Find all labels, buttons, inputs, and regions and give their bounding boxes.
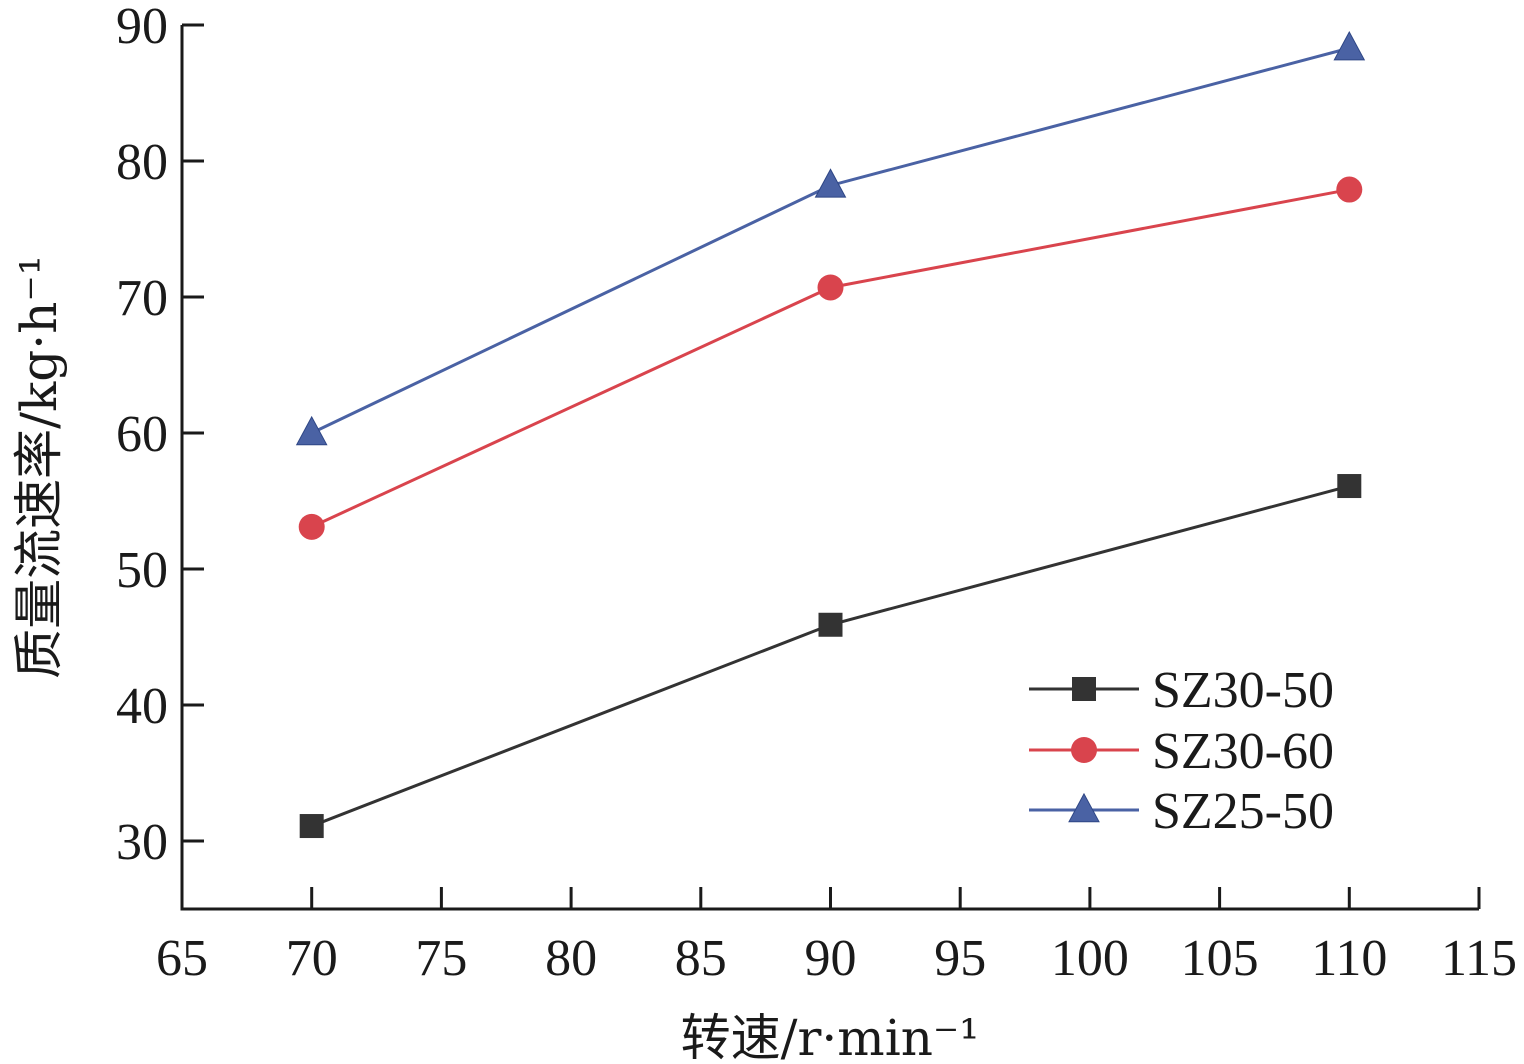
x-tick-label: 80 [545, 930, 597, 987]
legend-label: SZ30-60 [1152, 723, 1334, 780]
legend-marker [1068, 792, 1100, 823]
series-SZ30-50 [299, 474, 1362, 839]
y-tick-label: 80 [116, 134, 168, 191]
y-tick-label: 40 [116, 678, 168, 735]
legend-marker [1072, 677, 1096, 701]
data-point [814, 168, 847, 198]
y-tick-label: 90 [116, 0, 168, 55]
x-tick-label: 95 [934, 930, 986, 987]
x-tick-label: 90 [805, 930, 857, 987]
x-tick-label: 100 [1051, 930, 1129, 987]
series-SZ30-60 [298, 176, 1363, 540]
data-point [295, 415, 328, 446]
y-tick-label: 30 [116, 814, 168, 871]
x-tick-label: 65 [156, 930, 208, 987]
x-tick-label: 85 [675, 930, 727, 987]
series-line [311, 46, 1350, 435]
y-axis-ticks: 30 40 50 60 70 80 90 [116, 0, 204, 871]
x-tick-label: 70 [286, 930, 338, 987]
data-point [817, 274, 844, 301]
y-tick-label: 50 [116, 542, 168, 599]
legend-label: SZ25-50 [1152, 783, 1334, 840]
legend-item: SZ25-50 [1029, 783, 1334, 840]
y-tick-label: 60 [116, 406, 168, 463]
series-SZ25-50 [295, 30, 1366, 446]
data-point [298, 513, 325, 540]
data-point [299, 814, 324, 839]
data-point [1333, 30, 1366, 61]
y-axis-title: 质量流速率/kg·h⁻¹ [10, 255, 68, 679]
x-tick-label: 105 [1181, 930, 1259, 987]
x-axis-title: 转速/r·min⁻¹ [681, 1009, 980, 1064]
y-tick-label: 70 [116, 270, 168, 327]
legend-marker [1071, 737, 1097, 763]
data-point [818, 612, 843, 637]
data-point [1337, 474, 1362, 499]
legend-label: SZ30-50 [1152, 662, 1334, 719]
legend-item: SZ30-60 [1029, 723, 1334, 780]
legend-item: SZ30-50 [1029, 662, 1334, 719]
x-tick-label: 115 [1441, 930, 1517, 987]
series-layer [295, 30, 1366, 839]
x-tick-label: 110 [1311, 930, 1387, 987]
x-tick-label: 75 [415, 930, 467, 987]
data-point [1336, 176, 1363, 203]
x-axis-ticks: 65 70 75 80 85 90 95 100 105 110 115 [156, 887, 1517, 987]
